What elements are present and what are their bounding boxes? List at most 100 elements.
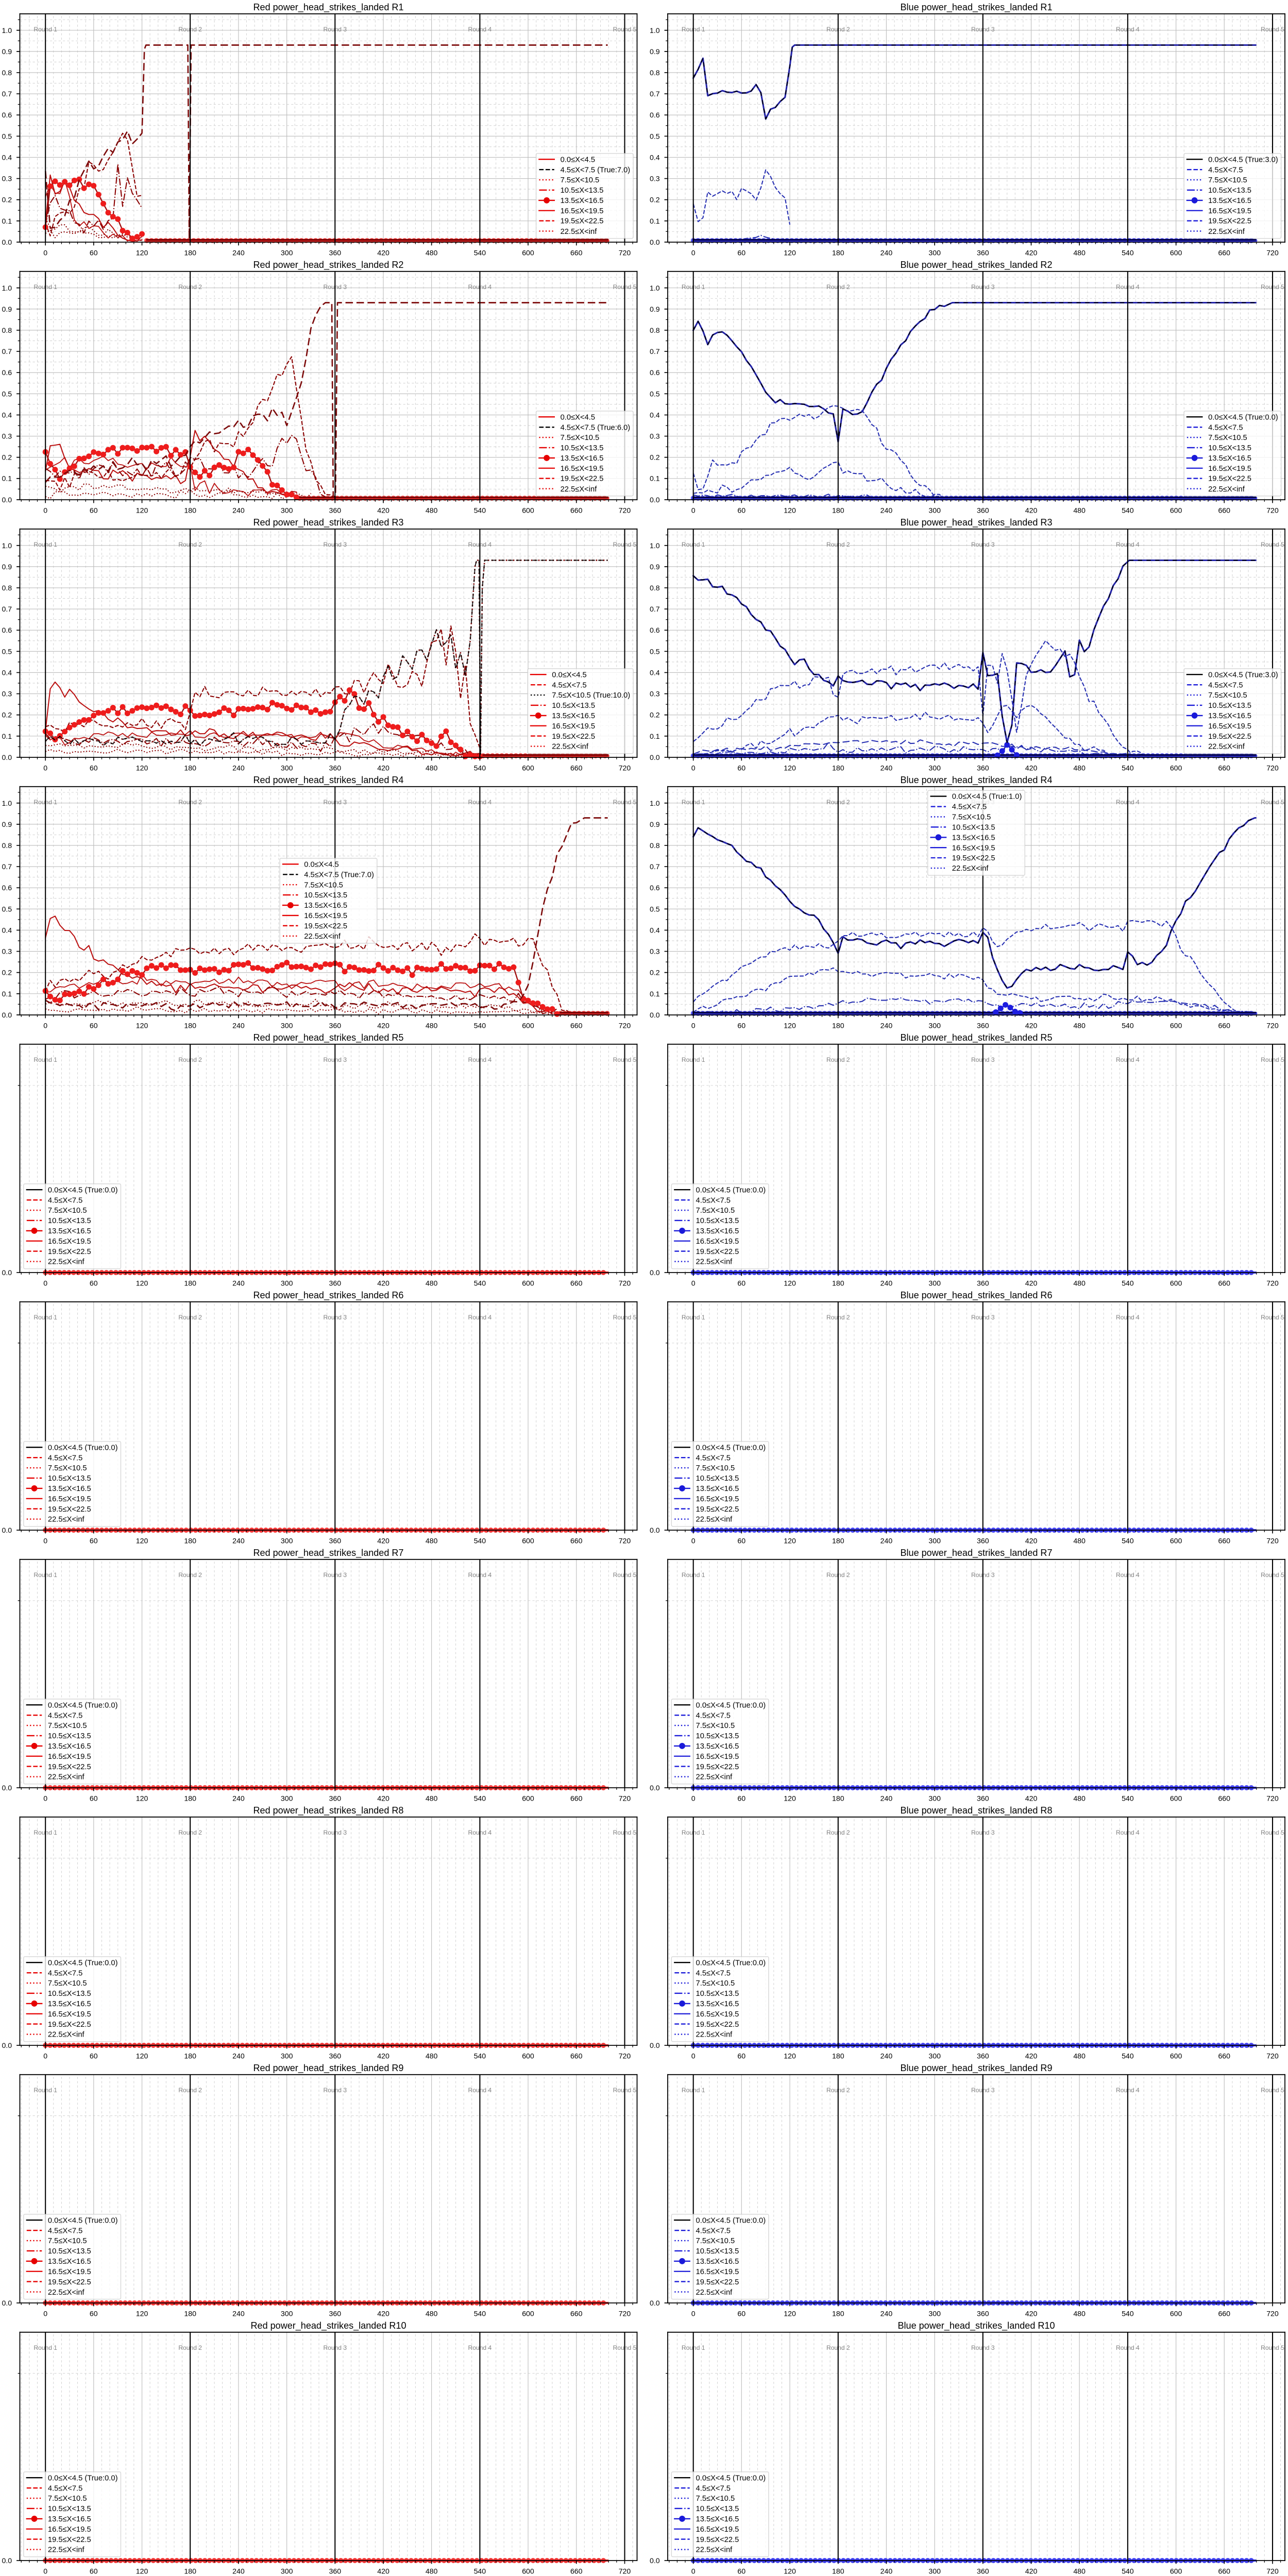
svg-text:4.5≤X<7.5: 4.5≤X<7.5: [696, 2227, 731, 2235]
svg-text:0: 0: [691, 765, 696, 773]
svg-text:0.0: 0.0: [2, 2299, 12, 2308]
svg-text:180: 180: [184, 1795, 196, 1803]
svg-text:Blue power_head_strikes_landed: Blue power_head_strikes_landed R5: [901, 1032, 1053, 1043]
svg-text:22.5≤X<inf: 22.5≤X<inf: [696, 2546, 733, 2554]
svg-text:4.5≤X<7.5 (True:7.0): 4.5≤X<7.5 (True:7.0): [304, 871, 374, 879]
svg-text:0.6: 0.6: [2, 884, 12, 892]
svg-text:180: 180: [832, 2310, 844, 2318]
svg-text:Blue power_head_strikes_landed: Blue power_head_strikes_landed R4: [901, 775, 1053, 786]
svg-text:180: 180: [184, 2310, 196, 2318]
svg-text:0.8: 0.8: [650, 842, 660, 850]
svg-text:16.5≤X<19.5: 16.5≤X<19.5: [696, 2268, 739, 2276]
svg-text:10.5≤X<13.5: 10.5≤X<13.5: [48, 1475, 91, 1483]
svg-text:0.0: 0.0: [2, 1784, 12, 1792]
svg-text:10.5≤X<13.5: 10.5≤X<13.5: [48, 1732, 91, 1740]
svg-text:120: 120: [136, 1280, 148, 1288]
svg-text:660: 660: [570, 765, 583, 773]
svg-text:660: 660: [1218, 1022, 1230, 1030]
svg-text:22.5≤X<inf: 22.5≤X<inf: [696, 2289, 733, 2297]
svg-text:0.6: 0.6: [650, 884, 660, 892]
svg-text:120: 120: [136, 765, 148, 773]
svg-text:420: 420: [1025, 765, 1038, 773]
svg-text:10.5≤X<13.5: 10.5≤X<13.5: [696, 2247, 739, 2256]
svg-text:22.5≤X<inf: 22.5≤X<inf: [48, 2289, 85, 2297]
svg-text:120: 120: [784, 507, 796, 515]
svg-text:4.5≤X<7.5: 4.5≤X<7.5: [696, 1711, 731, 1720]
svg-text:360: 360: [329, 1795, 341, 1803]
svg-text:0.0≤X<4.5 (True:0.0): 0.0≤X<4.5 (True:0.0): [48, 2474, 118, 2482]
svg-text:0.0: 0.0: [650, 2557, 660, 2565]
svg-text:0.0≤X<4.5: 0.0≤X<4.5: [561, 156, 595, 164]
svg-text:300: 300: [281, 765, 293, 773]
svg-text:540: 540: [474, 1280, 486, 1288]
svg-text:10.5≤X<13.5: 10.5≤X<13.5: [696, 1475, 739, 1483]
svg-text:180: 180: [184, 2053, 196, 2061]
svg-text:1.0: 1.0: [650, 542, 660, 550]
svg-text:660: 660: [1218, 2310, 1230, 2318]
svg-text:240: 240: [232, 249, 245, 258]
svg-text:7.5≤X<10.5: 7.5≤X<10.5: [561, 434, 600, 442]
svg-text:10.5≤X<13.5: 10.5≤X<13.5: [48, 2247, 91, 2256]
svg-text:13.5≤X<16.5: 13.5≤X<16.5: [48, 2258, 91, 2266]
svg-text:0.4: 0.4: [2, 669, 12, 677]
svg-text:0: 0: [691, 2568, 696, 2576]
svg-text:10.5≤X<13.5: 10.5≤X<13.5: [561, 444, 604, 452]
svg-text:720: 720: [1266, 1795, 1279, 1803]
svg-text:540: 540: [474, 2053, 486, 2061]
svg-text:60: 60: [90, 1537, 98, 1546]
svg-text:300: 300: [281, 2053, 293, 2061]
svg-text:240: 240: [232, 507, 245, 515]
svg-text:22.5≤X<inf: 22.5≤X<inf: [696, 2031, 733, 2039]
svg-text:13.5≤X<16.5: 13.5≤X<16.5: [952, 834, 995, 842]
svg-text:16.5≤X<19.5: 16.5≤X<19.5: [48, 2268, 91, 2276]
svg-text:7.5≤X<10.5: 7.5≤X<10.5: [952, 814, 991, 822]
svg-text:0.3: 0.3: [650, 433, 660, 441]
svg-text:Blue power_head_strikes_landed: Blue power_head_strikes_landed R3: [901, 517, 1053, 528]
svg-text:0.6: 0.6: [2, 369, 12, 377]
svg-text:22.5≤X<inf: 22.5≤X<inf: [48, 2031, 85, 2039]
svg-text:300: 300: [928, 249, 941, 258]
svg-text:0.6: 0.6: [650, 626, 660, 635]
svg-text:240: 240: [880, 1280, 893, 1288]
svg-text:420: 420: [1025, 249, 1038, 258]
svg-text:300: 300: [928, 2053, 941, 2061]
svg-text:240: 240: [232, 2310, 245, 2318]
svg-text:10.5≤X<13.5: 10.5≤X<13.5: [696, 1217, 739, 1225]
svg-text:0.5: 0.5: [650, 132, 660, 141]
svg-text:180: 180: [832, 765, 844, 773]
svg-text:22.5≤X<inf: 22.5≤X<inf: [48, 1258, 85, 1266]
svg-text:480: 480: [426, 1022, 438, 1030]
svg-text:420: 420: [377, 2310, 389, 2318]
svg-text:0.5: 0.5: [650, 390, 660, 398]
svg-text:540: 540: [474, 2568, 486, 2576]
svg-text:0.8: 0.8: [650, 327, 660, 335]
svg-text:0.8: 0.8: [2, 69, 12, 77]
svg-text:0.4: 0.4: [2, 926, 12, 935]
svg-text:1.0: 1.0: [2, 800, 12, 808]
svg-text:7.5≤X<10.5: 7.5≤X<10.5: [304, 881, 343, 889]
svg-text:7.5≤X<10.5: 7.5≤X<10.5: [696, 1979, 735, 1988]
svg-text:0.0≤X<4.5 (True:0.0): 0.0≤X<4.5 (True:0.0): [48, 2216, 118, 2225]
svg-text:7.5≤X<10.5: 7.5≤X<10.5: [696, 2237, 735, 2245]
svg-text:0.0: 0.0: [650, 239, 660, 247]
svg-text:240: 240: [232, 1537, 245, 1546]
svg-text:7.5≤X<10.5: 7.5≤X<10.5: [696, 2495, 735, 2503]
svg-text:0.7: 0.7: [650, 90, 660, 98]
svg-text:4.5≤X<7.5: 4.5≤X<7.5: [696, 2484, 731, 2493]
svg-text:180: 180: [832, 507, 844, 515]
svg-text:60: 60: [737, 1537, 745, 1546]
svg-text:180: 180: [832, 1280, 844, 1288]
svg-text:0.3: 0.3: [2, 948, 12, 956]
svg-text:540: 540: [474, 1795, 486, 1803]
svg-text:10.5≤X<13.5: 10.5≤X<13.5: [952, 823, 995, 832]
svg-text:0.9: 0.9: [2, 306, 12, 314]
svg-text:10.5≤X<13.5: 10.5≤X<13.5: [48, 1990, 91, 1998]
svg-text:240: 240: [880, 249, 893, 258]
svg-text:10.5≤X<13.5: 10.5≤X<13.5: [552, 702, 595, 710]
svg-text:240: 240: [232, 765, 245, 773]
svg-text:0.3: 0.3: [650, 948, 660, 956]
svg-text:660: 660: [570, 249, 583, 258]
svg-text:300: 300: [928, 1537, 941, 1546]
svg-text:600: 600: [1170, 1022, 1182, 1030]
svg-text:720: 720: [619, 1280, 631, 1288]
